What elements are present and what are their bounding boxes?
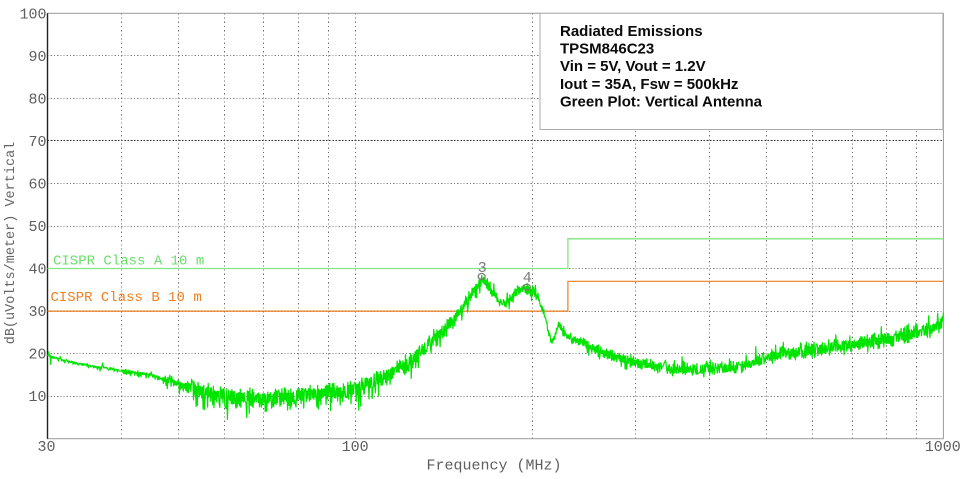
svg-text:Iout = 35A, Fsw = 500kHz: Iout = 35A, Fsw = 500kHz: [560, 76, 738, 93]
svg-text:100: 100: [19, 6, 46, 23]
svg-text:dB(uVolts/meter) Vertical: dB(uVolts/meter) Vertical: [4, 142, 19, 345]
svg-text:20: 20: [28, 347, 46, 364]
svg-text:30: 30: [28, 304, 46, 321]
svg-text:60: 60: [28, 177, 46, 194]
svg-text:80: 80: [28, 91, 46, 108]
svg-text:100: 100: [342, 439, 369, 456]
svg-text:CISPR Class B 10 m: CISPR Class B 10 m: [51, 290, 202, 306]
svg-text:70: 70: [28, 134, 46, 151]
svg-text:TPSM846C23: TPSM846C23: [560, 41, 654, 58]
svg-text:1000: 1000: [925, 439, 961, 456]
svg-text:4: 4: [523, 270, 532, 287]
svg-text:Vin = 5V, Vout = 1.2V: Vin = 5V, Vout = 1.2V: [560, 58, 706, 75]
svg-text:10: 10: [28, 389, 46, 406]
svg-text:90: 90: [28, 49, 46, 66]
svg-text:30: 30: [37, 439, 55, 456]
svg-text:40: 40: [28, 262, 46, 279]
svg-text:Frequency (MHz): Frequency (MHz): [426, 458, 561, 475]
svg-text:CISPR Class A 10 m: CISPR Class A 10 m: [53, 254, 204, 270]
svg-text:50: 50: [28, 219, 46, 236]
svg-text:Radiated Emissions: Radiated Emissions: [560, 23, 703, 40]
svg-text:3: 3: [478, 260, 487, 277]
svg-text:Green Plot: Vertical Antenna: Green Plot: Vertical Antenna: [560, 93, 763, 110]
